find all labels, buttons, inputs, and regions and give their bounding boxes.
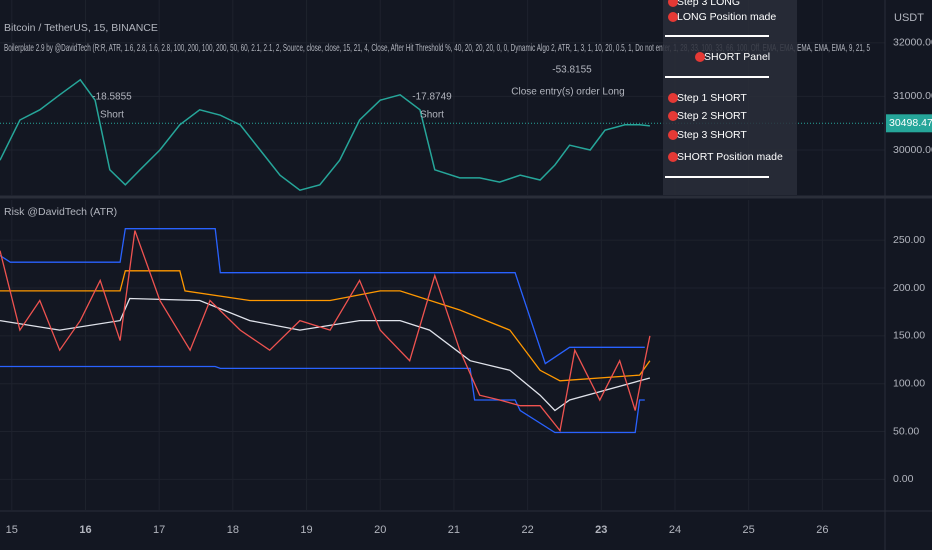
trade-annotation: -17.8749 [412,92,452,103]
trade-annotation: -53.8155 [552,65,592,76]
y-tick-label: 250.00 [893,234,925,246]
panel-item: Step 3 SHORT [677,129,747,141]
last-price-box [886,114,932,133]
signal-panel [663,0,797,195]
y-axis-unit: USDT [894,12,924,24]
series-line [0,230,651,433]
series-line [0,365,645,434]
status-dot [668,12,678,22]
status-dot [668,0,678,7]
panel-item: LONG Position made [677,11,776,23]
y-tick-label: 31000.00 [893,90,932,102]
panel-item: SHORT Panel [704,51,770,63]
status-dot [668,111,678,121]
chart-title: Bitcoin / TetherUS, 15, BINANCE [4,22,158,34]
price-axis [885,0,932,550]
x-tick-label: 17 [153,524,165,536]
y-tick-label: 0.00 [893,473,914,485]
y-tick-label: 200.00 [893,282,925,294]
y-tick-label: 30000.00 [893,144,932,156]
x-tick-label: 26 [816,524,828,536]
status-dot [668,130,678,140]
status-dot [695,52,705,62]
y-tick-label: 100.00 [893,377,925,389]
indicator-label: Boilerplate 2.9 by @DavidTech (R:R, ATR,… [4,42,870,54]
trade-annotation: Short [420,110,444,121]
status-dot [668,152,678,162]
x-tick-label: 21 [448,524,460,536]
trade-annotation: -18.5855 [92,92,132,103]
panel-item: SHORT Position made [677,151,783,163]
series-line [0,270,651,382]
trade-annotation: Close entry(s) order Long [511,87,624,98]
y-tick-label: 150.00 [893,330,925,342]
trade-annotation: Short [100,110,124,121]
series-line [0,78,650,192]
panel-item: Step 3 LONG [677,0,740,8]
last-price-label: 30498.47 [889,117,932,129]
status-dot [668,93,678,103]
y-tick-label: 50.00 [893,425,919,437]
x-tick-label: 23 [595,524,607,536]
series-line [0,228,645,365]
x-tick-label: 18 [227,524,239,536]
x-tick-label: 19 [300,524,312,536]
indicator-label: Risk @DavidTech (ATR) [4,206,117,218]
x-tick-label: 24 [669,524,681,536]
x-tick-label: 25 [743,524,755,536]
x-tick-label: 22 [521,524,533,536]
panel-item: Step 1 SHORT [677,92,747,104]
x-tick-label: 20 [374,524,386,536]
y-tick-label: 32000.00 [893,37,932,49]
series-line [0,297,651,412]
x-tick-label: 16 [79,524,91,536]
x-tick-label: 15 [6,524,18,536]
panel-item: Step 2 SHORT [677,110,747,122]
